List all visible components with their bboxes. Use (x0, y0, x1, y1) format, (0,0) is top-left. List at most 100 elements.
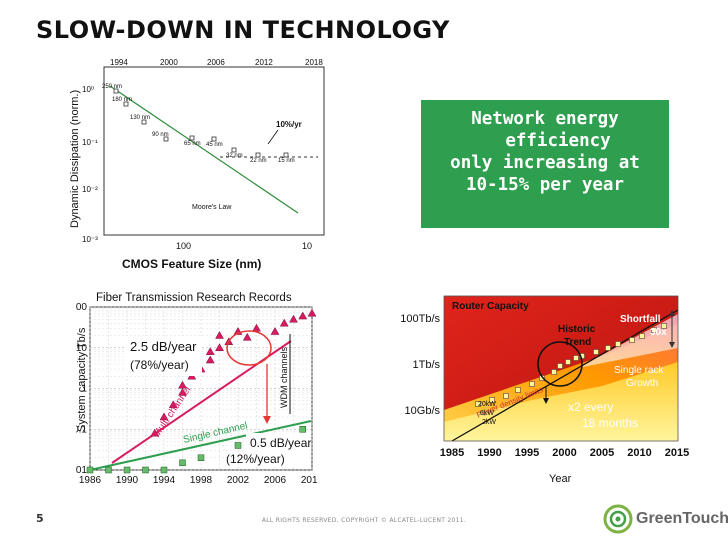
cmos-point-label: 22 nm (250, 158, 267, 164)
fiber-y-ticks: 100 10 1 0.1 0.01 (76, 302, 87, 476)
router-point (639, 333, 645, 339)
router-title: Router Capacity (452, 301, 529, 312)
router-point (551, 369, 557, 375)
cmos-point-label: 32 nm (226, 153, 243, 159)
wdm-label: WDM channels (279, 346, 289, 408)
cmos-y-tick: 10⁻³ (82, 235, 98, 244)
multi-channel-trendline (111, 340, 292, 464)
router-point (661, 323, 667, 329)
multi-channel-point (205, 355, 215, 364)
multi-channel-point (178, 387, 187, 396)
growth-rate: x2 every (568, 400, 613, 414)
router-point (529, 381, 535, 387)
single-rate-pct: (12%/year) (226, 452, 285, 466)
cmos-point (283, 152, 289, 158)
router-x-tick: 2000 (552, 447, 576, 459)
cmos-point (211, 136, 217, 142)
multi-channel-point (242, 332, 252, 341)
cmos-point-label: 15 nm (278, 158, 295, 164)
router-point (615, 341, 621, 347)
router-y-ticks: 100Tb/s 1Tb/s 10Gb/s (400, 313, 440, 417)
router-x-tick: 2010 (627, 447, 651, 459)
shortfall-label: Shortfall (620, 314, 661, 325)
shortfall-arrow-up (669, 310, 675, 316)
router-xlabel: Year (549, 473, 572, 485)
cmos-top-tick: 2000 (160, 58, 178, 67)
shortfall-arrow-down (669, 342, 675, 348)
logo-icon (603, 504, 633, 534)
single-rack-label: Single rack (614, 365, 664, 376)
router-point (489, 397, 495, 403)
router-point (475, 401, 481, 407)
power-level: 6kW (480, 410, 494, 417)
fiber-chart: Fiber Transmission Research Records 1001… (76, 292, 318, 486)
router-y-tick: 100Tb/s (400, 313, 440, 325)
growth-period: 18 months (582, 416, 638, 430)
router-x-tick: 1985 (440, 447, 464, 459)
cmos-y-tick: 10⁻² (82, 185, 98, 194)
cmos-point (189, 135, 195, 141)
power-band-low (444, 362, 678, 441)
cmos-top-tick: 2012 (255, 58, 273, 67)
cmos-x-tick: 10 (302, 241, 312, 251)
router-point (629, 337, 635, 343)
fiber-x-tick: 1990 (116, 475, 139, 486)
highlight-circle (226, 330, 272, 366)
multi-channel-point (178, 380, 187, 389)
single-channel-point (142, 466, 149, 474)
fiber-x-tick: 2010 (301, 475, 318, 486)
router-y-tick: 1Tb/s (412, 359, 440, 371)
cmos-point (231, 147, 237, 153)
growth-label: Growth (626, 378, 658, 389)
multi-rate-box (126, 336, 202, 376)
router-point (651, 327, 657, 333)
cmos-x-tick: 100 (176, 241, 191, 251)
single-channel-point (234, 442, 242, 449)
router-points (475, 323, 667, 407)
multi-channel-point (205, 347, 215, 355)
router-x-ticks: 1985 1990 1995 2000 2005 2010 2015 (440, 447, 689, 459)
shortfall-factor: 30x (650, 327, 667, 338)
fiber-x-tick: 1986 (79, 475, 102, 486)
callout-line: only increasing at (450, 153, 640, 173)
single-channel-trendline (89, 420, 312, 471)
page-number: 5 (36, 512, 44, 525)
fiber-x-tick: 2002 (227, 475, 250, 486)
cmos-y-tick: 10⁰ (82, 85, 94, 94)
multi-channel-point (159, 412, 169, 421)
cmos-point (141, 119, 147, 125)
router-x-tick: 1995 (515, 447, 539, 459)
cmos-ylabel: Dynamic Dissipation (norm.) (69, 90, 81, 228)
cmos-y-tick: 10⁻¹ (82, 138, 98, 147)
cmos-chart: 1994 2000 2006 2012 2018 10⁰ 10⁻¹ 10⁻² 10⁻³ 100… (69, 58, 325, 271)
callout-line: efficiency (505, 131, 611, 151)
multi-channel-point (215, 330, 224, 339)
router-plot-area (443, 295, 679, 442)
fiber-y-tick: 10 (76, 343, 87, 354)
copyright: ALL RIGHTS RESERVED. COPYRIGHT © ALCATEL… (261, 517, 467, 524)
fiber-x-tick: 1998 (190, 475, 213, 486)
single-channel-point (197, 454, 205, 461)
trend-label: Trend (564, 337, 591, 348)
multi-channel-point (289, 314, 298, 323)
fiber-x-ticks: 1986 1990 1994 1998 2002 2006 2010 (79, 475, 318, 486)
fiber-x-tick: 2006 (264, 475, 287, 486)
router-point (515, 387, 521, 393)
router-point (573, 355, 579, 361)
annotation-moores-law: Moore's Law (192, 204, 232, 211)
single-channel-point (160, 466, 168, 474)
cmos-top-tick: 2018 (305, 58, 323, 67)
single-channel-point (105, 466, 112, 474)
fiber-x-tick: 1994 (153, 475, 176, 486)
single-channel-point (299, 426, 306, 433)
historic-label: Historic (558, 324, 596, 335)
multi-channel-point (298, 311, 308, 320)
multi-channel-point (150, 428, 160, 437)
single-channel-point (86, 466, 94, 474)
multi-channel-point (307, 308, 317, 317)
multi-channel-point (168, 400, 178, 408)
historic-trend-line (451, 309, 679, 442)
multi-channel-point (215, 343, 224, 351)
router-point (557, 363, 563, 369)
cmos-point-label: 180 nm (112, 97, 132, 103)
